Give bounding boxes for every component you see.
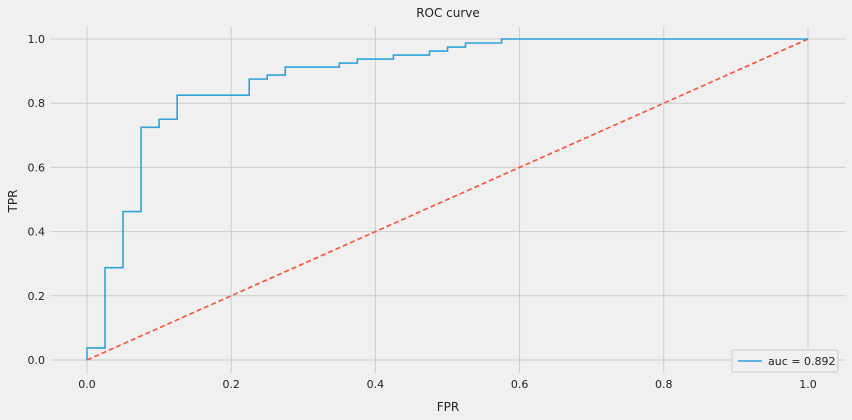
y-axis-label: TPR bbox=[6, 190, 20, 214]
x-tick-label: 0.2 bbox=[222, 378, 240, 391]
chance-diagonal-line bbox=[86, 38, 809, 361]
x-tick-label: 0.8 bbox=[655, 378, 673, 391]
x-tick-label: 0.6 bbox=[511, 378, 529, 391]
x-tick-label: 1.0 bbox=[799, 378, 817, 391]
legend-entry-roc: auc = 0.892 bbox=[768, 355, 835, 368]
grid-lines bbox=[51, 27, 845, 373]
x-axis-label: FPR bbox=[437, 400, 459, 414]
plot-area bbox=[86, 38, 809, 361]
chart-title: ROC curve bbox=[416, 6, 480, 20]
y-tick-label: 0.6 bbox=[28, 161, 46, 174]
y-tick-label: 0.2 bbox=[28, 290, 46, 303]
y-tick-label: 0.8 bbox=[28, 97, 46, 110]
tick-labels: 0.0 0.2 0.4 0.6 0.8 1.0 0.0 0.2 0.4 0.6 0.8 1.0 bbox=[28, 33, 817, 391]
x-tick-label: 0.0 bbox=[78, 378, 96, 391]
x-tick-label: 0.4 bbox=[367, 378, 385, 391]
legend: auc = 0.892 bbox=[731, 349, 839, 373]
y-tick-label: 0.0 bbox=[28, 354, 46, 367]
legend-box bbox=[731, 349, 839, 373]
y-tick-label: 0.4 bbox=[28, 226, 46, 239]
y-tick-label: 1.0 bbox=[28, 33, 46, 46]
roc-curve-line bbox=[86, 38, 808, 360]
